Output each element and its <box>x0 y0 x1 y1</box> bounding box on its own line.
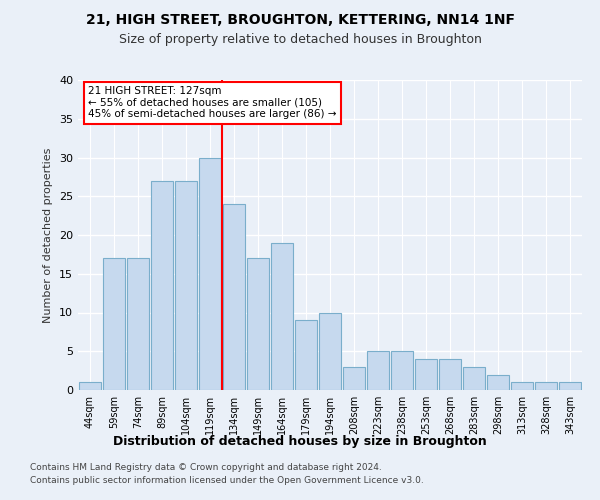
Text: Size of property relative to detached houses in Broughton: Size of property relative to detached ho… <box>119 32 481 46</box>
Text: Distribution of detached houses by size in Broughton: Distribution of detached houses by size … <box>113 435 487 448</box>
Bar <box>343 367 365 390</box>
Bar <box>295 320 317 390</box>
Text: Contains public sector information licensed under the Open Government Licence v3: Contains public sector information licen… <box>30 476 424 485</box>
Y-axis label: Number of detached properties: Number of detached properties <box>43 148 53 322</box>
Bar <box>271 243 293 390</box>
Text: 21 HIGH STREET: 127sqm
← 55% of detached houses are smaller (105)
45% of semi-de: 21 HIGH STREET: 127sqm ← 55% of detached… <box>88 86 337 120</box>
Bar <box>367 351 389 390</box>
Bar <box>391 351 413 390</box>
Bar <box>247 258 269 390</box>
Bar <box>103 258 125 390</box>
Bar <box>223 204 245 390</box>
Text: Contains HM Land Registry data © Crown copyright and database right 2024.: Contains HM Land Registry data © Crown c… <box>30 462 382 471</box>
Bar <box>415 359 437 390</box>
Bar <box>439 359 461 390</box>
Bar <box>319 312 341 390</box>
Text: 21, HIGH STREET, BROUGHTON, KETTERING, NN14 1NF: 21, HIGH STREET, BROUGHTON, KETTERING, N… <box>86 12 515 26</box>
Bar <box>535 382 557 390</box>
Bar <box>199 158 221 390</box>
Bar <box>151 180 173 390</box>
Bar <box>127 258 149 390</box>
Bar <box>463 367 485 390</box>
Bar <box>559 382 581 390</box>
Bar <box>175 180 197 390</box>
Bar <box>79 382 101 390</box>
Bar <box>487 374 509 390</box>
Bar <box>511 382 533 390</box>
